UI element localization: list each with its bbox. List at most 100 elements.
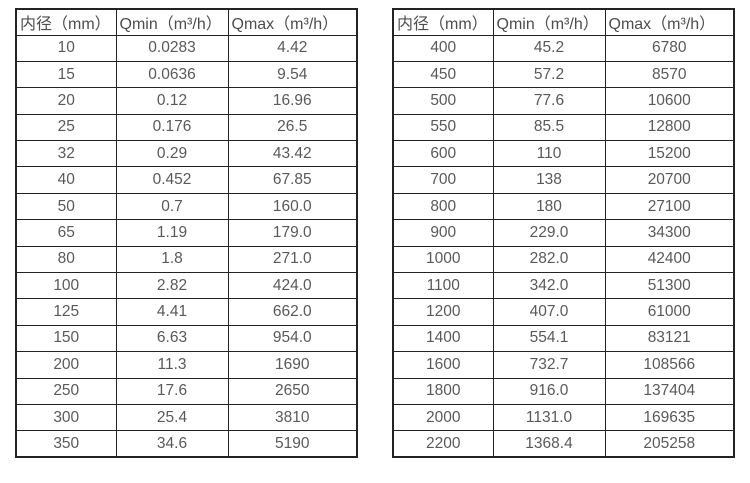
table-cell: 6.63 (115, 324, 229, 353)
table-cell: 26.5 (227, 113, 358, 142)
table-cell: 12800 (604, 113, 735, 142)
table-cell: 900 (392, 219, 494, 247)
table-cell: 600 (392, 140, 494, 168)
table-row: 80 1.8 271.0 (15, 245, 358, 274)
table-cell: 34300 (604, 219, 735, 247)
table-row: 25 0.176 26.5 (15, 113, 358, 142)
table-cell: 282.0 (492, 245, 606, 274)
table-cell: 40 (15, 166, 117, 194)
table-cell: 16.96 (227, 87, 358, 115)
table-row: 250 17.6 2650 (15, 377, 358, 405)
table-cell: 77.6 (492, 87, 606, 115)
table-row: 32 0.29 43.42 (15, 140, 358, 168)
table-cell: 11.3 (115, 351, 229, 379)
table-row: 2000 1131.0 169635 (392, 403, 735, 432)
table-row: 15 0.0636 9.54 (15, 60, 358, 89)
table-cell: 0.176 (115, 113, 229, 142)
table-cell: 25.4 (115, 403, 229, 432)
table-cell: 169635 (604, 403, 735, 432)
table-cell: 125 (15, 298, 117, 326)
table-row: 1600 732.7 108566 (392, 351, 735, 379)
table-cell: 34.6 (115, 430, 229, 458)
table-cell: 350 (15, 430, 117, 458)
table-cell: 205258 (604, 430, 735, 458)
table-cell: 271.0 (227, 245, 358, 274)
table-cell: 3810 (227, 403, 358, 432)
table-cell: 1600 (392, 351, 494, 379)
column-header: Qmax（m³/h） (227, 8, 358, 36)
table-cell: 61000 (604, 298, 735, 326)
table-cell: 10600 (604, 87, 735, 115)
table-header-row: 内径（mm） Qmin（m³/h） Qmax（m³/h） (392, 8, 735, 36)
table-cell: 137404 (604, 377, 735, 405)
table-cell: 67.85 (227, 166, 358, 194)
table-row: 10 0.0283 4.42 (15, 34, 358, 62)
table-cell: 407.0 (492, 298, 606, 326)
column-header: 内径（mm） (15, 8, 117, 36)
table-cell: 800 (392, 192, 494, 221)
table-cell: 15 (15, 60, 117, 89)
table-row: 350 34.6 5190 (15, 430, 358, 458)
table-cell: 27100 (604, 192, 735, 221)
table-cell: 400 (392, 34, 494, 62)
table-cell: 57.2 (492, 60, 606, 89)
table-cell: 2200 (392, 430, 494, 458)
column-header: Qmax（m³/h） (604, 8, 735, 36)
table-cell: 0.12 (115, 87, 229, 115)
table-cell: 180 (492, 192, 606, 221)
table-cell: 550 (392, 113, 494, 142)
table-cell: 9.54 (227, 60, 358, 89)
table-cell: 108566 (604, 351, 735, 379)
table-row: 550 85.5 12800 (392, 113, 735, 142)
table-cell: 42400 (604, 245, 735, 274)
table-cell: 700 (392, 166, 494, 194)
table-cell: 45.2 (492, 34, 606, 62)
table-row: 1400 554.1 83121 (392, 324, 735, 353)
table-cell: 2000 (392, 403, 494, 432)
table-cell: 0.0636 (115, 60, 229, 89)
table-row: 400 45.2 6780 (392, 34, 735, 62)
column-header: Qmin（m³/h） (115, 8, 229, 36)
table-row: 1800 916.0 137404 (392, 377, 735, 405)
table-cell: 150 (15, 324, 117, 353)
table-cell: 100 (15, 272, 117, 300)
table-cell: 0.7 (115, 192, 229, 221)
flow-range-table-large-diameters: 内径（mm） Qmin（m³/h） Qmax（m³/h） 400 45.2 6780 45… (392, 8, 735, 459)
table-cell: 32 (15, 140, 117, 168)
table-cell: 1690 (227, 351, 358, 379)
table-cell: 83121 (604, 324, 735, 353)
table-cell: 8570 (604, 60, 735, 89)
table-row: 125 4.41 662.0 (15, 298, 358, 326)
table-cell: 554.1 (492, 324, 606, 353)
table-cell: 20700 (604, 166, 735, 194)
table-cell: 25 (15, 113, 117, 142)
table-cell: 85.5 (492, 113, 606, 142)
table-cell: 20 (15, 87, 117, 115)
table-cell: 1368.4 (492, 430, 606, 458)
table-cell: 1.19 (115, 219, 229, 247)
table-cell: 1400 (392, 324, 494, 353)
table-row: 500 77.6 10600 (392, 87, 735, 115)
table-cell: 954.0 (227, 324, 358, 353)
table-cell: 450 (392, 60, 494, 89)
table-row: 40 0.452 67.85 (15, 166, 358, 194)
table-cell: 342.0 (492, 272, 606, 300)
table-cell: 2.82 (115, 272, 229, 300)
table-cell: 80 (15, 245, 117, 274)
table-cell: 2650 (227, 377, 358, 405)
table-row: 200 11.3 1690 (15, 351, 358, 379)
table-cell: 229.0 (492, 219, 606, 247)
table-row: 450 57.2 8570 (392, 60, 735, 89)
table-cell: 662.0 (227, 298, 358, 326)
table-cell: 1000 (392, 245, 494, 274)
table-cell: 65 (15, 219, 117, 247)
table-cell: 250 (15, 377, 117, 405)
table-cell: 300 (15, 403, 117, 432)
table-header-row: 内径（mm） Qmin（m³/h） Qmax（m³/h） (15, 8, 358, 36)
table-row: 65 1.19 179.0 (15, 219, 358, 247)
table-cell: 51300 (604, 272, 735, 300)
table-cell: 1200 (392, 298, 494, 326)
table-cell: 1.8 (115, 245, 229, 274)
table-cell: 43.42 (227, 140, 358, 168)
